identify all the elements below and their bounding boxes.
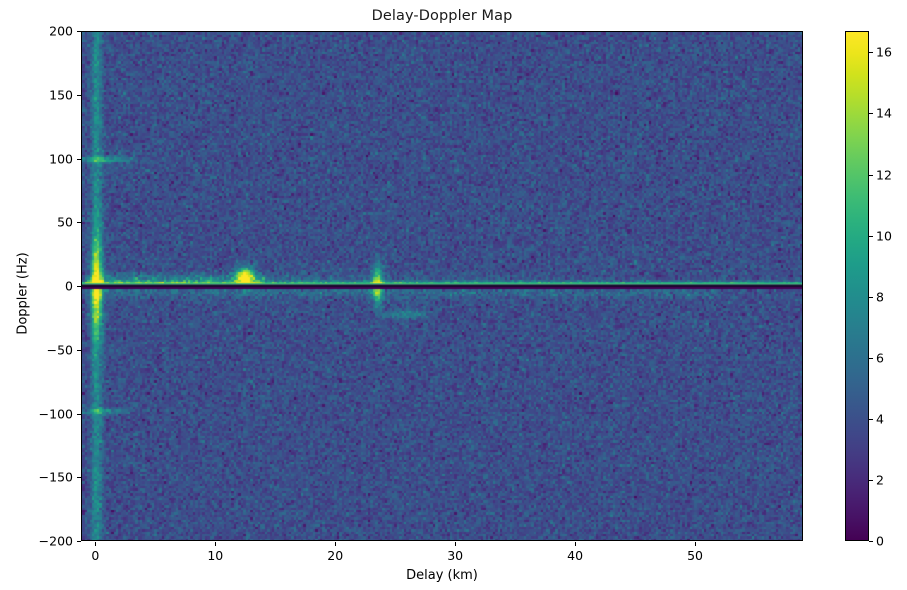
colorbar-gradient: [845, 31, 869, 541]
x-tick-label: 0: [91, 548, 100, 563]
colorbar-tick-mark: [869, 418, 873, 420]
colorbar-tick-label: 8: [876, 289, 884, 305]
y-tick-mark: [77, 286, 81, 287]
colorbar-tick-mark: [869, 174, 873, 176]
y-tick-mark: [77, 477, 81, 479]
y-tick-label: −200: [38, 533, 73, 549]
y-tick-mark: [77, 349, 81, 351]
y-tick-mark: [77, 222, 81, 224]
colorbar-tick-mark: [869, 113, 873, 115]
x-tick-mark: [575, 542, 577, 546]
colorbar-tick-mark: [869, 52, 873, 54]
y-tick-mark: [77, 413, 81, 415]
y-tick-label: 0: [65, 278, 73, 294]
colorbar: 0 2 4 6 8 10 12 14 16: [845, 31, 892, 549]
colorbar-tick-mark: [869, 479, 873, 481]
x-axis-label: Delay (km): [406, 568, 478, 583]
colorbar-tick-mark: [869, 235, 873, 237]
x-tick-mark: [695, 542, 697, 546]
y-tick-label: −100: [38, 406, 73, 421]
x-tick-label: 10: [207, 548, 224, 563]
colorbar-tick-label: 12: [876, 167, 892, 183]
y-tick-label: −50: [46, 342, 73, 358]
y-axis-label: Doppler (Hz): [15, 252, 31, 335]
x-tick-mark: [215, 542, 217, 546]
y-tick-mark: [77, 541, 81, 542]
x-tick-label: 40: [567, 548, 584, 563]
colorbar-tick-label: 16: [876, 44, 892, 60]
colorbar-tick-label: 6: [876, 350, 884, 366]
page-title: Delay-Doppler Map: [371, 8, 513, 24]
y-tick-mark: [77, 158, 81, 160]
x-tick-mark: [95, 542, 97, 546]
y-tick-label: 150: [49, 87, 73, 103]
x-tick-label: 30: [447, 548, 464, 563]
x-tick-mark: [455, 542, 457, 546]
y-tick-label: 100: [49, 151, 73, 166]
y-tick-mark: [77, 94, 81, 96]
colorbar-tick-label: 4: [876, 411, 884, 427]
y-tick-mark: [77, 31, 81, 32]
colorbar-tick-label: 2: [876, 472, 884, 488]
colorbar-tick-mark: [869, 357, 873, 359]
colorbar-tick-label: 0: [876, 533, 884, 549]
y-axis-tick-labels: −200 −150 −100 −50 0 50 100 150 200: [0, 0, 73, 590]
heatmap-plot-area: [81, 31, 803, 541]
x-tick-label: 50: [687, 548, 703, 563]
colorbar-tick-mark: [869, 296, 873, 298]
x-tick-mark: [335, 542, 337, 546]
x-tick-label: 20: [327, 548, 344, 563]
x-axis-tick-labels: 0 10 20 30 40 50: [0, 548, 907, 568]
y-tick-label: −150: [38, 469, 73, 485]
colorbar-tick-mark: [869, 541, 873, 542]
y-tick-label: 200: [49, 23, 73, 39]
colorbar-tick-label: 10: [876, 228, 892, 244]
delay-doppler-heatmap: [82, 32, 802, 540]
colorbar-tick-label: 14: [876, 105, 892, 121]
y-tick-label: 50: [57, 214, 73, 230]
